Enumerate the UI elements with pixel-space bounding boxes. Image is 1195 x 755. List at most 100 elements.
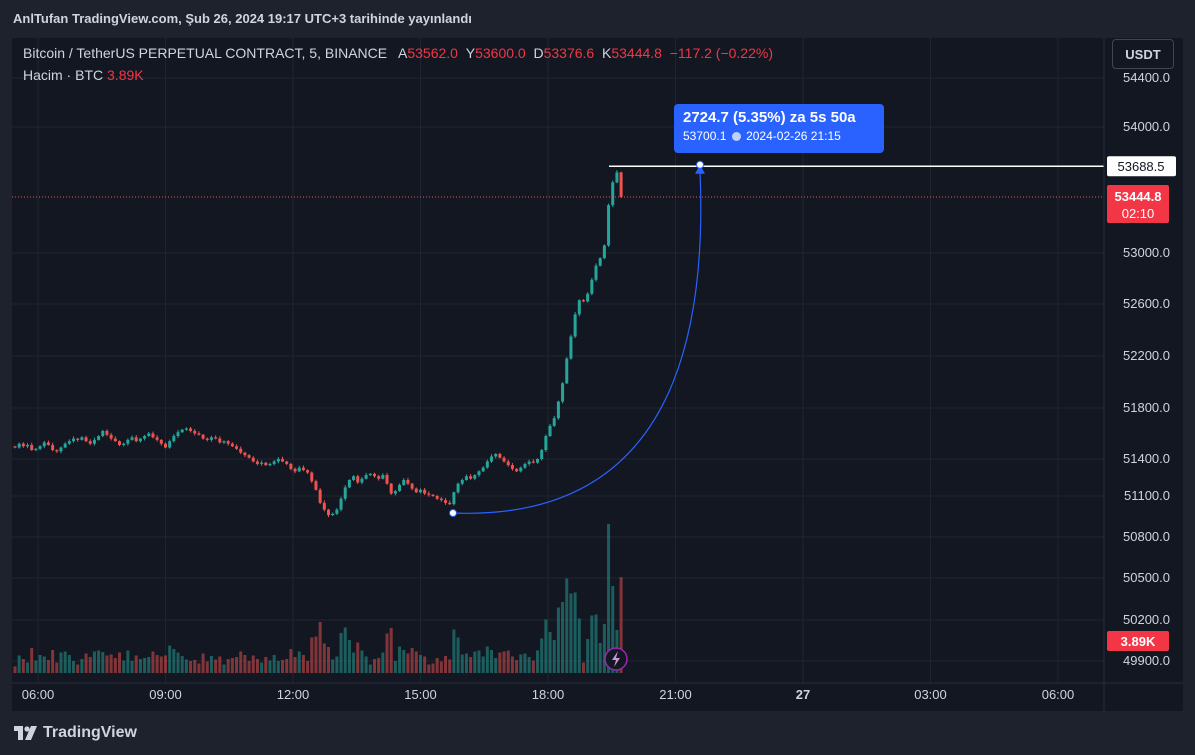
volume-bar [67, 655, 71, 673]
candle-body [118, 441, 121, 445]
candle-body [577, 300, 581, 315]
volume-bar [268, 660, 272, 673]
y-tick-label: 51400.0 [1123, 451, 1170, 466]
candle-body [331, 513, 335, 516]
volume-bar [209, 656, 213, 673]
candle-body [272, 461, 276, 464]
candle-body [423, 489, 427, 494]
volume-bar [393, 661, 397, 673]
ruler-price-label: 53688.5 [1118, 159, 1165, 174]
candle-body [339, 498, 343, 510]
candle-body [218, 438, 222, 443]
y-tick-label: 51800.0 [1123, 400, 1170, 415]
candle-body [201, 434, 205, 439]
volume-bar [92, 651, 96, 673]
chart-panel[interactable]: 53688.5 53444.8 02:10 3.89K 06:00 09:00 12:00… [12, 38, 1183, 711]
volume-bar [431, 663, 435, 673]
volume-bar [515, 660, 519, 673]
volume-bar [297, 651, 301, 673]
candle-body [13, 446, 17, 448]
measure-arrow [695, 164, 705, 174]
volume-bar [138, 659, 142, 673]
candle-body [598, 258, 602, 266]
volume-bar [452, 629, 456, 673]
volume-bar [30, 648, 34, 673]
volume-bars [13, 524, 623, 673]
volume-bar [418, 655, 422, 673]
volume-bar [289, 649, 293, 673]
volume-bar [130, 661, 134, 673]
x-tick-label: 06:00 [1042, 687, 1075, 702]
last-price-label: 53444.8 [1115, 189, 1162, 204]
volume-bar [327, 647, 330, 673]
candle-body [573, 314, 577, 337]
candle-body [561, 383, 565, 402]
candle-body [402, 479, 406, 485]
y-tick-label: 50500.0 [1123, 570, 1170, 585]
x-tick-label: 27 [796, 687, 810, 702]
volume-bar [301, 655, 305, 673]
volume-bar [155, 655, 159, 673]
candle-body [105, 430, 109, 435]
measure-sub: 53700.1 2024-02-26 21:15 [683, 129, 875, 143]
candle-body [306, 470, 310, 473]
volume-bar [498, 652, 502, 673]
candle-body [464, 476, 468, 480]
volume-bar [339, 633, 343, 673]
volume-bar [143, 658, 147, 673]
volume-bar [230, 658, 234, 673]
candle-body [410, 483, 414, 489]
candle-body [527, 461, 531, 464]
y-tick-label: 54400.0 [1123, 70, 1170, 85]
candle-body [519, 467, 523, 472]
volume-bar [398, 646, 402, 673]
volume-bar [63, 651, 67, 673]
volume-bar [464, 653, 468, 673]
candle-body [289, 463, 293, 469]
candle-body [130, 437, 134, 440]
volume-bar [548, 632, 552, 673]
candle-body [523, 463, 527, 468]
lightning-icon-bolt [612, 651, 620, 667]
volume-bar [42, 656, 46, 673]
volume-bar [360, 650, 364, 673]
volume-bar [226, 659, 230, 673]
open-label: A [398, 45, 408, 61]
open-value: 53562.0 [407, 45, 458, 61]
volume-bar [197, 663, 201, 673]
candle-body [155, 437, 159, 440]
volume-bar [109, 654, 113, 673]
volume-bar [531, 660, 535, 673]
candle-body [318, 489, 322, 503]
candle-body [151, 433, 155, 438]
chart-canvas[interactable]: 53688.5 53444.8 02:10 3.89K 06:00 09:00 12:00… [12, 38, 1183, 711]
candle-body [322, 502, 326, 510]
candle-body [477, 471, 481, 476]
volume-bar [372, 659, 376, 673]
candle-body [67, 441, 71, 444]
y-tick-label: 49900.0 [1123, 653, 1170, 668]
volume-bar [556, 607, 560, 673]
candle-body [569, 336, 573, 359]
candle-body [281, 459, 285, 462]
candle-body [515, 468, 519, 472]
volume-bar [272, 655, 276, 673]
candle-body [590, 279, 594, 294]
tradingview-brand: TradingView [43, 724, 137, 741]
candle-body [143, 436, 147, 439]
volume-bar [255, 659, 259, 673]
candle-body [180, 429, 184, 433]
candle-body [255, 461, 259, 464]
volume-bar [385, 633, 389, 673]
volume-bar [264, 657, 268, 673]
volume-bar [306, 661, 310, 673]
currency-button[interactable]: USDT [1112, 39, 1174, 69]
candle-body [168, 441, 172, 448]
tradingview-logo[interactable]: TradingView [14, 724, 137, 742]
volume-bar [377, 658, 381, 673]
candle-body [72, 438, 76, 442]
volume-bar [494, 658, 498, 673]
volume-bar [118, 652, 121, 673]
candle-body [38, 446, 42, 449]
volume-bar [435, 658, 439, 673]
